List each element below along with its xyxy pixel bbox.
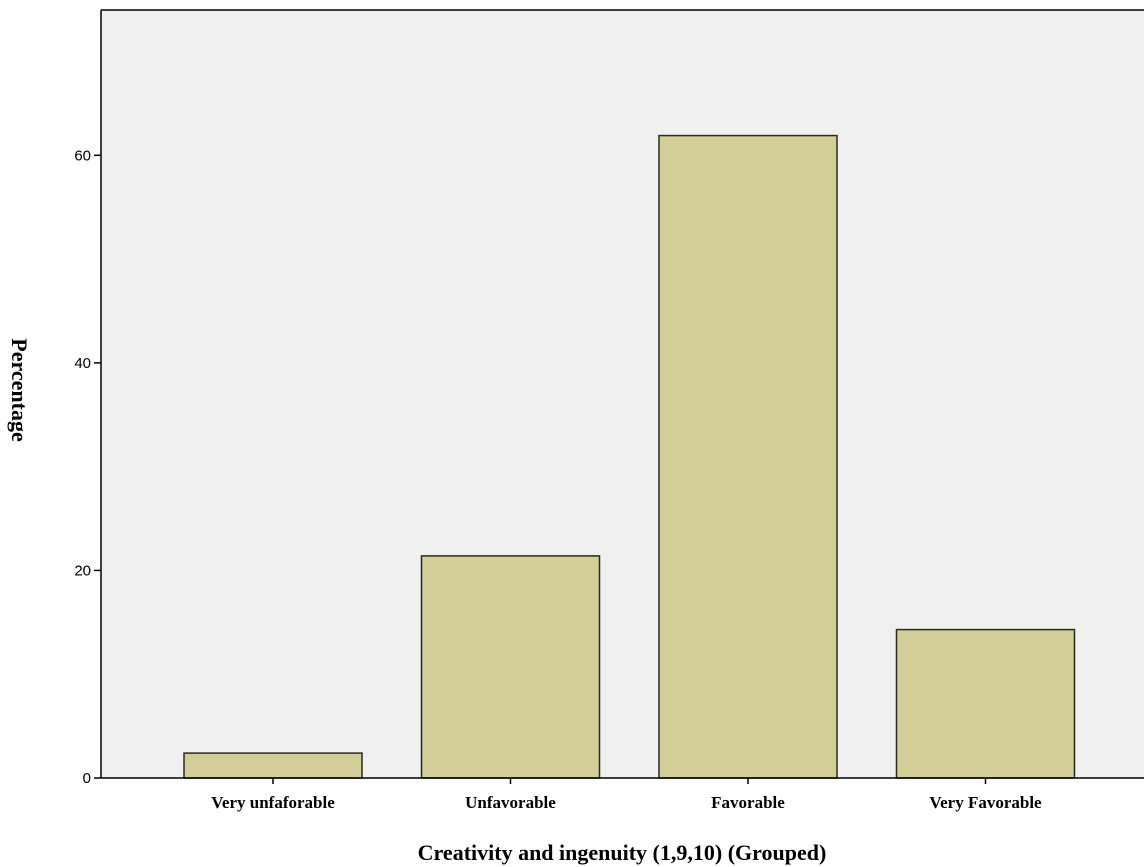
x-axis-category-labels: Very unfaforable Unfavorable Favorable Very… <box>211 778 1042 812</box>
bar <box>183 752 363 779</box>
bar <box>420 555 601 779</box>
y-tick-label: 60 <box>74 147 91 164</box>
x-axis-title: Creativity and ingenuity (1,9,10) (Group… <box>418 840 827 865</box>
y-tick-label: 20 <box>74 562 91 579</box>
x-tick-label: Very Favorable <box>929 793 1042 812</box>
y-tick-label: 40 <box>74 355 91 372</box>
x-tick-label: Favorable <box>711 793 785 812</box>
bar <box>895 628 1076 779</box>
y-axis-title: Percentage <box>7 338 32 442</box>
bar <box>658 134 838 779</box>
bars-group <box>183 134 1076 779</box>
y-tick-label: 0 <box>83 770 91 787</box>
x-tick-label: Very unfaforable <box>211 793 335 812</box>
y-axis-ticks: 0 20 40 60 <box>74 147 101 787</box>
x-tick-label: Unfavorable <box>465 793 556 812</box>
